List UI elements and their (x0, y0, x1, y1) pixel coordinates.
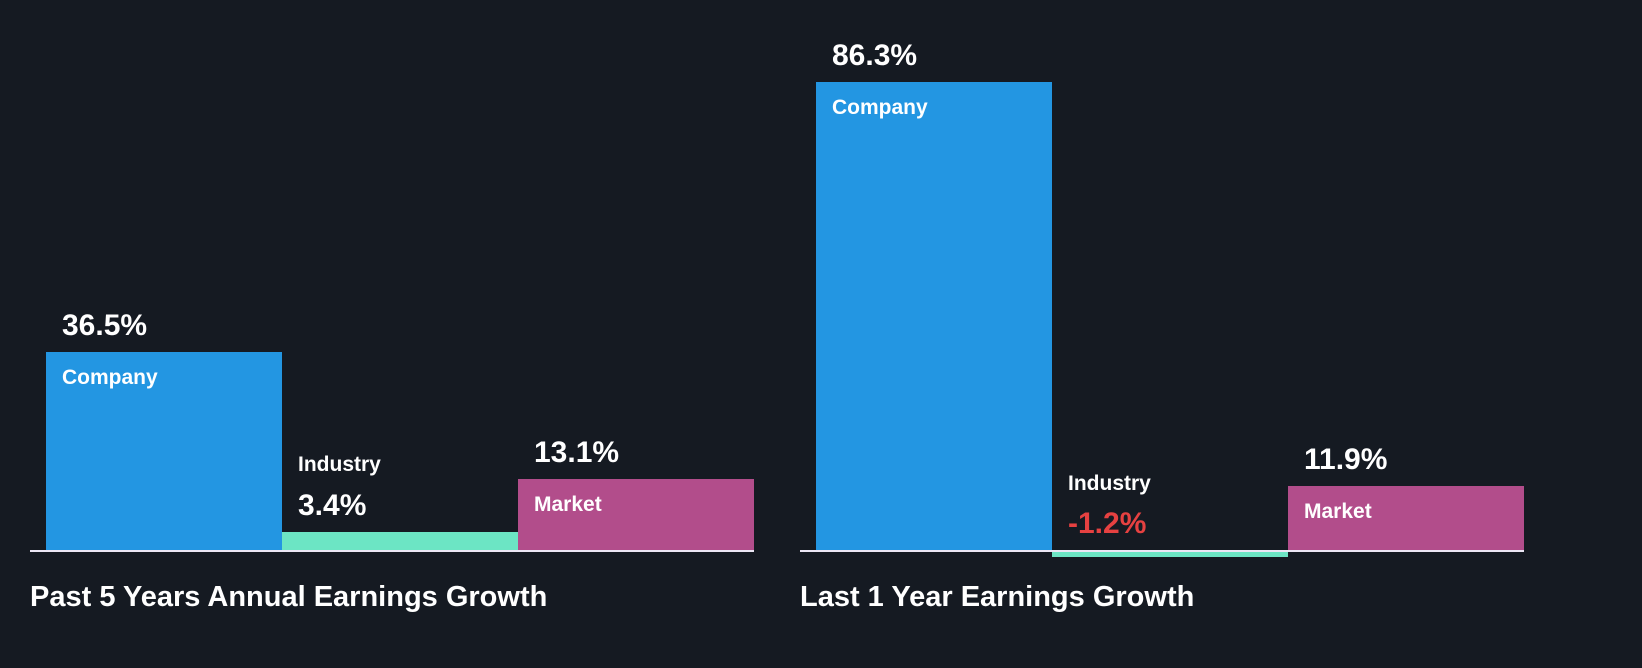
chart-past-5-years-annual-earnings-growth: 36.5% Company Industry 3.4% 13.1% (30, 30, 754, 628)
bar-category-label: Industry (1068, 471, 1151, 495)
plot-area: 36.5% Company Industry 3.4% 13.1% (30, 30, 754, 552)
bar-labels: Industry 3.4% (282, 453, 518, 521)
bar-group-market: 11.9% Market (1288, 443, 1524, 550)
bar-category-label: Company (832, 96, 928, 120)
bar-labels: 11.9% (1288, 443, 1524, 476)
bar-category-label: Company (62, 366, 158, 390)
baseline-axis (30, 550, 754, 552)
market-bar: Market (518, 479, 754, 550)
industry-bar (282, 531, 518, 550)
bar-value-label: 13.1% (534, 436, 620, 469)
bar-labels: 36.5% (46, 309, 282, 342)
bar-category-label: Market (534, 493, 602, 516)
bar-labels: Industry -1.2% (1052, 472, 1288, 540)
industry-bar (1052, 550, 1288, 557)
company-bar: Company (816, 82, 1052, 550)
bar-value-label: -1.2% (1068, 507, 1147, 540)
bar-value-label: 11.9% (1304, 442, 1388, 476)
bars-container: 36.5% Company Industry 3.4% 13.1% (30, 30, 754, 550)
bar-labels: 13.1% (518, 436, 754, 469)
bar-group-company: 36.5% Company (46, 309, 282, 550)
company-bar: Company (46, 352, 282, 550)
bar-value-label: 86.3% (832, 39, 918, 73)
bar-group-market: 13.1% Market (518, 436, 754, 550)
bar-value-label: 36.5% (62, 309, 148, 343)
bar-group-industry: Industry 3.4% (282, 453, 518, 550)
bar-value-label: 3.4% (298, 488, 367, 522)
plot-area: 86.3% Company Industry -1.2% 11.9% (800, 30, 1524, 557)
bar-labels: 86.3% (816, 39, 1052, 72)
chart-title: Past 5 Years Annual Earnings Growth (30, 581, 548, 613)
bar-category-label: Market (1304, 499, 1372, 523)
chart-title: Last 1 Year Earnings Growth (800, 581, 1195, 613)
market-bar: Market (1288, 485, 1524, 550)
bars-container: 86.3% Company Industry -1.2% 11.9% (800, 30, 1524, 557)
bar-group-industry: Industry -1.2% (1052, 472, 1288, 557)
chart-last-1-year-earnings-growth: 86.3% Company Industry -1.2% 11.9% (800, 30, 1524, 628)
baseline-axis (800, 550, 1524, 552)
bar-category-label: Industry (298, 453, 381, 477)
bar-group-company: 86.3% Company (816, 39, 1052, 550)
